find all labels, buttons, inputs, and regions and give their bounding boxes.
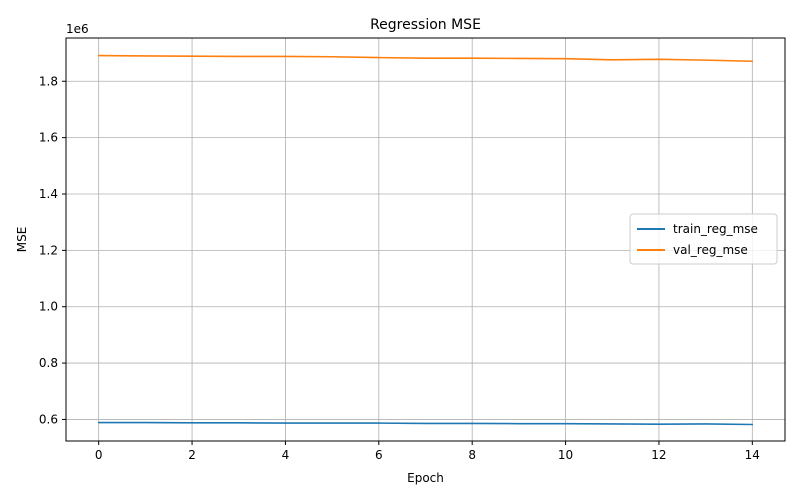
y-tick-label: 1.4 <box>39 187 58 201</box>
y-tick-label: 1.0 <box>39 300 58 314</box>
x-tick-label: 8 <box>468 448 476 462</box>
x-tick-label: 10 <box>558 448 573 462</box>
tick-layer: 0 2 4 6 8 10 12 14 0.6 0.8 1.0 1.2 1.4 1.6 1.8 <box>39 74 760 462</box>
x-tick-label: 0 <box>95 448 103 462</box>
y-tick-label: 0.8 <box>39 356 58 370</box>
legend-label-val-reg-mse: val_reg_mse <box>673 243 748 257</box>
y-tick-label: 0.6 <box>39 412 58 426</box>
series-line-val-reg-mse <box>99 56 753 62</box>
y-axis-label: MSE <box>15 227 29 253</box>
y-offset-label: 1e6 <box>66 22 89 36</box>
x-tick-label: 14 <box>745 448 760 462</box>
x-axis-label: Epoch <box>407 471 444 485</box>
x-tick-label: 12 <box>651 448 666 462</box>
series-line-train-reg-mse <box>99 423 753 425</box>
chart-title: Regression MSE <box>370 17 481 33</box>
y-tick-label: 1.8 <box>39 74 58 88</box>
x-tick-label: 4 <box>282 448 290 462</box>
x-tick-label: 2 <box>188 448 196 462</box>
y-tick-label: 1.2 <box>39 243 58 257</box>
legend-label-train-reg-mse: train_reg_mse <box>673 222 758 236</box>
y-tick-label: 1.6 <box>39 131 58 145</box>
x-tick-label: 6 <box>375 448 383 462</box>
legend: train_reg_mse val_reg_mse <box>630 214 777 264</box>
